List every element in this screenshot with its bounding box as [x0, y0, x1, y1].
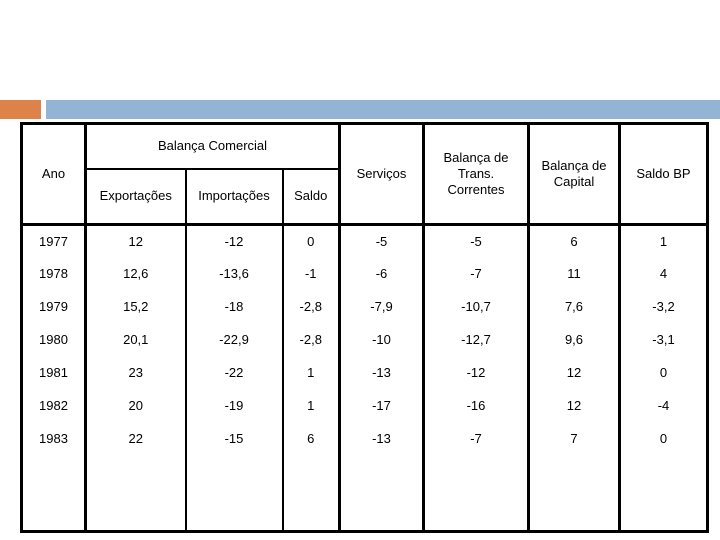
value-cell: -12	[422, 356, 530, 390]
value-cell: 22	[84, 422, 187, 456]
year-cell: 1980	[20, 323, 87, 357]
table-row: 1978 12,6 -13,6 -1 -6 -7 11 4	[20, 257, 709, 291]
value-cell: 1	[281, 389, 341, 423]
value-cell: 1	[618, 224, 709, 258]
value-cell: -7	[422, 257, 530, 291]
empty-cell	[184, 455, 284, 532]
value-cell: -5	[338, 224, 425, 258]
value-cell: -17	[338, 389, 425, 423]
col-header-saldo-bp: Saldo BP	[618, 122, 709, 226]
value-cell: 0	[281, 224, 341, 258]
col-header-balanca-comercial: Balança Comercial	[84, 122, 341, 170]
value-cell: 9,6	[527, 323, 621, 357]
value-cell: 20,1	[84, 323, 187, 357]
year-cell: 1979	[20, 290, 87, 324]
table-row: 1981 23 -22 1 -13 -12 12 0	[20, 356, 709, 390]
value-cell: -15	[184, 422, 284, 456]
table-row: 1979 15,2 -18 -2,8 -7,9 -10,7 7,6 -3,2	[20, 290, 709, 324]
value-cell: 20	[84, 389, 187, 423]
col-header-trans-correntes: Balança de Trans. Correntes	[422, 122, 530, 226]
value-cell: -3,2	[618, 290, 709, 324]
value-cell: 1	[281, 356, 341, 390]
value-cell: 12	[527, 356, 621, 390]
empty-cell	[338, 455, 425, 532]
col-header-ano: Ano	[20, 122, 87, 226]
value-cell: -6	[338, 257, 425, 291]
value-cell: -12,7	[422, 323, 530, 357]
year-cell: 1983	[20, 422, 87, 456]
value-cell: -13,6	[184, 257, 284, 291]
value-cell: -22,9	[184, 323, 284, 357]
table-row: 1980 20,1 -22,9 -2,8 -10 -12,7 9,6 -3,1	[20, 323, 709, 357]
empty-cell	[618, 455, 709, 532]
value-cell: -22	[184, 356, 284, 390]
value-cell: 23	[84, 356, 187, 390]
empty-cell	[527, 455, 621, 532]
value-cell: 0	[618, 422, 709, 456]
empty-cell	[20, 455, 87, 532]
value-cell: -19	[184, 389, 284, 423]
value-cell: -3,1	[618, 323, 709, 357]
value-cell: 12,6	[84, 257, 187, 291]
accent-bar-blue	[46, 100, 720, 119]
value-cell: 7	[527, 422, 621, 456]
value-cell: -16	[422, 389, 530, 423]
value-cell: -2,8	[281, 323, 341, 357]
filler-row	[20, 455, 709, 532]
value-cell: 12	[84, 224, 187, 258]
value-cell: 12	[527, 389, 621, 423]
col-header-capital: Balança de Capital	[527, 122, 621, 226]
value-cell: 7,6	[527, 290, 621, 324]
year-cell: 1978	[20, 257, 87, 291]
value-cell: 4	[618, 257, 709, 291]
balance-of-payments-table: Ano Balança Comercial Serviços Balança d…	[20, 122, 709, 533]
value-cell: 6	[527, 224, 621, 258]
value-cell: -1	[281, 257, 341, 291]
empty-cell	[84, 455, 187, 532]
value-cell: -4	[618, 389, 709, 423]
year-cell: 1981	[20, 356, 87, 390]
value-cell: -13	[338, 422, 425, 456]
table-body: 1977 12 -12 0 -5 -5 6 1 1978 12,6 -13,6 -1 -6 -7 11 4 19…	[20, 224, 709, 532]
col-header-importacoes: Importações	[184, 167, 284, 226]
empty-cell	[422, 455, 530, 532]
table-row: 1983 22 -15 6 -13 -7 7 0	[20, 422, 709, 456]
year-cell: 1977	[20, 224, 87, 258]
value-cell: -10	[338, 323, 425, 357]
accent-bar-orange	[0, 100, 41, 119]
table-row: 1977 12 -12 0 -5 -5 6 1	[20, 224, 709, 258]
col-header-saldo: Saldo	[281, 167, 341, 226]
value-cell: 15,2	[84, 290, 187, 324]
col-header-servicos: Serviços	[338, 122, 425, 226]
value-cell: -2,8	[281, 290, 341, 324]
table-row: 1982 20 -19 1 -17 -16 12 -4	[20, 389, 709, 423]
empty-cell	[281, 455, 341, 532]
value-cell: -10,7	[422, 290, 530, 324]
year-cell: 1982	[20, 389, 87, 423]
value-cell: -12	[184, 224, 284, 258]
value-cell: -13	[338, 356, 425, 390]
value-cell: 0	[618, 356, 709, 390]
value-cell: -18	[184, 290, 284, 324]
value-cell: -7	[422, 422, 530, 456]
value-cell: -7,9	[338, 290, 425, 324]
value-cell: 6	[281, 422, 341, 456]
value-cell: 11	[527, 257, 621, 291]
col-header-exportacoes: Exportações	[84, 167, 187, 226]
value-cell: -5	[422, 224, 530, 258]
